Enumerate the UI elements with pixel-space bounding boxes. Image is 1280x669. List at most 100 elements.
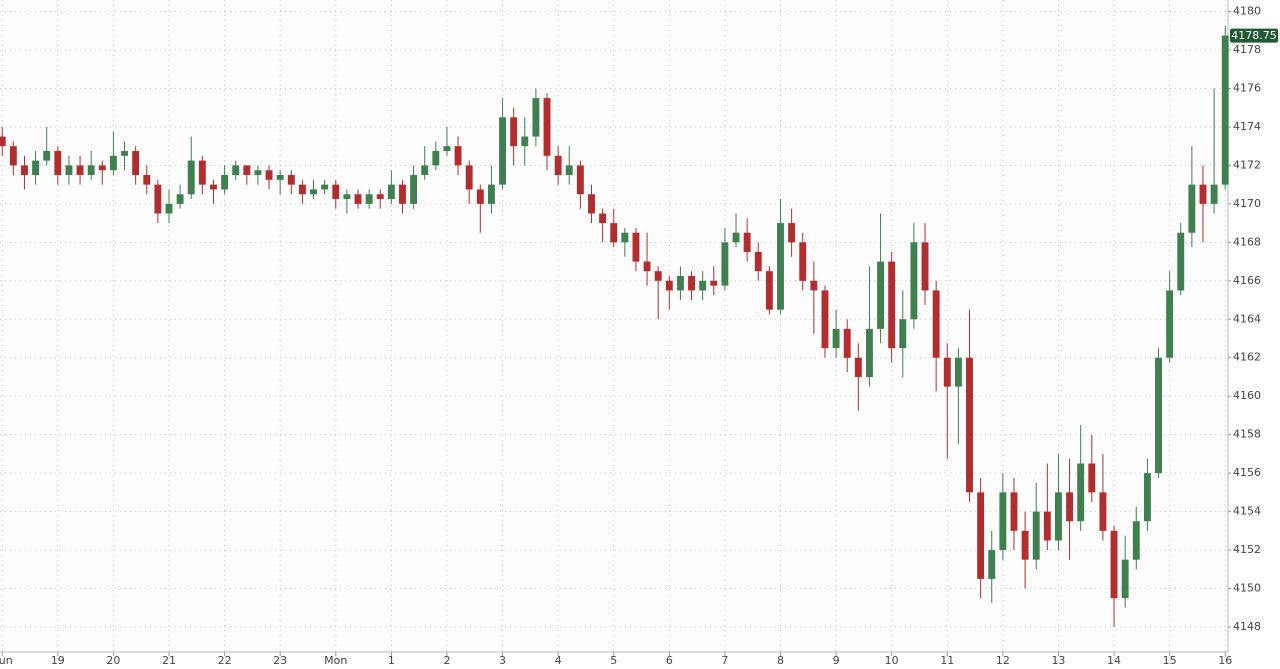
candle-body: [788, 223, 796, 243]
x-tick-label: 9: [833, 654, 840, 667]
candle-body: [410, 175, 418, 204]
y-tick-label: 4152: [1233, 543, 1261, 556]
candle-body: [777, 223, 784, 310]
y-tick-label: 4166: [1233, 274, 1261, 287]
candle-body: [621, 232, 629, 243]
candle-body: [1110, 530, 1118, 599]
candle-body: [510, 117, 518, 147]
candle-body: [154, 184, 162, 214]
candle-body: [243, 165, 251, 176]
y-tick-label: 4148: [1233, 620, 1261, 633]
candle-body: [1010, 492, 1018, 531]
y-tick-label: 4170: [1233, 197, 1261, 210]
x-tick-label: 15: [1163, 654, 1177, 667]
candle-body: [187, 160, 195, 195]
candle-body: [710, 280, 718, 286]
candle-body: [765, 271, 773, 310]
x-tick-label: 3: [499, 654, 506, 667]
candle-body: [76, 165, 84, 176]
candle-body: [1099, 492, 1107, 531]
candle-body: [954, 357, 962, 387]
x-tick-label: 7: [721, 654, 728, 667]
candle-body: [966, 357, 973, 493]
y-tick-label: 4154: [1233, 505, 1261, 518]
candle-body: [421, 165, 429, 176]
x-tick-label: 5: [610, 654, 617, 667]
candle-body: [143, 175, 151, 185]
candle-body: [165, 203, 173, 214]
x-tick-label: 20: [106, 654, 120, 667]
candle-body: [665, 280, 673, 291]
candle-body: [643, 261, 651, 272]
candle-body: [1077, 463, 1085, 522]
y-tick-label: 4164: [1233, 312, 1261, 325]
candle-body: [943, 357, 951, 387]
candle-body: [9, 146, 17, 166]
x-tick-label: 21: [162, 654, 176, 667]
candle-body: [565, 165, 573, 176]
candle-body: [543, 98, 551, 156]
candle-body: [999, 492, 1007, 551]
candle-body: [588, 194, 595, 214]
last-price-label: 4178.75: [1231, 29, 1277, 42]
candle-body: [98, 165, 106, 171]
candle-body: [810, 280, 818, 291]
candle-body: [1021, 530, 1029, 560]
y-tick-label: 4176: [1233, 81, 1261, 94]
x-tick-label: Sun: [0, 654, 13, 667]
candle-body: [399, 184, 406, 204]
candle-body: [576, 165, 584, 195]
candle-body: [676, 275, 684, 291]
y-tick-label: 4174: [1233, 120, 1261, 133]
candle-body: [121, 150, 128, 156]
candle-body: [476, 189, 484, 204]
y-tick-label: 4172: [1233, 158, 1261, 171]
candle-body: [654, 271, 662, 281]
candle-body: [754, 251, 762, 272]
y-tick-label: 4150: [1233, 582, 1261, 595]
candle-body: [198, 160, 206, 185]
x-tick-label: 8: [777, 654, 784, 667]
candle-body: [599, 213, 607, 224]
candle-body: [310, 189, 317, 195]
candle-body: [487, 184, 495, 204]
candle-body: [276, 175, 284, 180]
x-tick-label: 19: [51, 654, 65, 667]
candle-body: [732, 232, 740, 243]
candle-body: [176, 194, 184, 204]
x-tick-label: 16: [1218, 654, 1232, 667]
x-tick-label: 14: [1107, 654, 1121, 667]
y-tick-label: 4178: [1233, 43, 1261, 56]
x-tick-label: 4: [555, 654, 562, 667]
candle-body: [21, 165, 28, 176]
candle-body: [821, 290, 829, 349]
candle-body: [832, 328, 840, 349]
candle-body: [376, 194, 384, 200]
candle-body: [332, 184, 340, 200]
candle-body: [865, 328, 873, 377]
candle-body: [87, 165, 95, 176]
candle-body: [343, 194, 351, 200]
x-tick-label: 12: [996, 654, 1010, 667]
x-tick-label: 1: [388, 654, 395, 667]
candle-body: [977, 492, 985, 579]
candle-body: [1055, 492, 1062, 541]
candle-body: [854, 357, 862, 377]
candle-body: [1155, 357, 1162, 474]
candle-body: [43, 150, 51, 161]
candle-body: [232, 165, 240, 176]
x-tick-label: Mon: [324, 654, 347, 667]
candle-body: [254, 170, 262, 176]
candle-body: [387, 184, 395, 200]
candle-body: [1177, 232, 1185, 291]
y-tick-label: 4160: [1233, 389, 1261, 402]
candle-body: [1199, 184, 1207, 204]
candle-body: [1166, 290, 1174, 358]
candle-body: [554, 155, 562, 176]
candle-body: [988, 550, 996, 579]
candle-body: [632, 232, 640, 262]
candle-body: [443, 146, 451, 151]
candle-body: [743, 232, 751, 252]
candle-body: [921, 242, 929, 291]
candle-body: [65, 165, 73, 176]
